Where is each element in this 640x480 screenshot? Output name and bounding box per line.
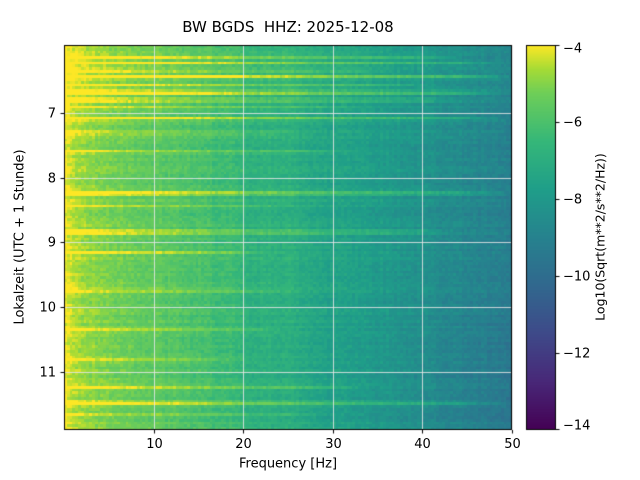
colorbar-tick-label: −8 (563, 192, 583, 207)
y-tick-label: 8 (47, 171, 56, 186)
colorbar-tick-label: −12 (563, 346, 591, 361)
x-tick-label: 50 (504, 437, 521, 452)
x-axis-label: Frequency [Hz] (238, 456, 338, 472)
colorbar-tick-label: −14 (563, 418, 591, 434)
y-tick-label: 10 (39, 300, 56, 315)
x-tick-label: 10 (146, 437, 163, 452)
chart-title: BW BGDS HHZ: 2025-12-08 (182, 18, 394, 36)
colorbar-tick-label: −4 (563, 41, 583, 57)
colorbar-tick-label: −10 (563, 269, 591, 284)
y-axis-label: Lokalzeit (UTC + 1 Stunde) (12, 149, 28, 325)
y-tick-label: 7 (47, 106, 56, 121)
x-tick-label: 30 (325, 437, 342, 452)
x-tick-label: 40 (414, 437, 431, 452)
y-tick-label: 11 (39, 365, 56, 380)
x-tick-label: 20 (235, 437, 252, 452)
colorbar-tick-label: −6 (563, 115, 583, 130)
colorbar-label: Log10(Sqrt(m**2/s**2/Hz)) (592, 153, 608, 321)
y-tick-label: 9 (47, 235, 56, 250)
